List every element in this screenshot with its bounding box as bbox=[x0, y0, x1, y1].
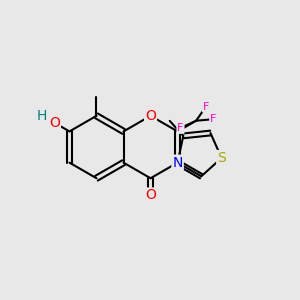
Text: O: O bbox=[49, 116, 60, 130]
Text: S: S bbox=[217, 151, 226, 165]
Text: N: N bbox=[172, 156, 183, 170]
Text: O: O bbox=[145, 188, 156, 203]
Text: F: F bbox=[177, 123, 184, 133]
Text: O: O bbox=[145, 109, 156, 123]
Text: F: F bbox=[203, 102, 209, 112]
Text: F: F bbox=[210, 114, 217, 124]
Text: H: H bbox=[37, 109, 47, 123]
